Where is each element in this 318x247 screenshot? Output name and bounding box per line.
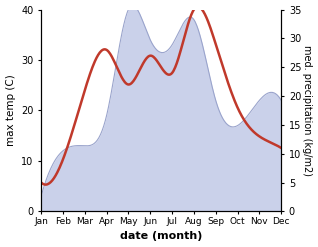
X-axis label: date (month): date (month) [120, 231, 202, 242]
Y-axis label: max temp (C): max temp (C) [5, 75, 16, 146]
Y-axis label: med. precipitation (kg/m2): med. precipitation (kg/m2) [302, 45, 313, 176]
